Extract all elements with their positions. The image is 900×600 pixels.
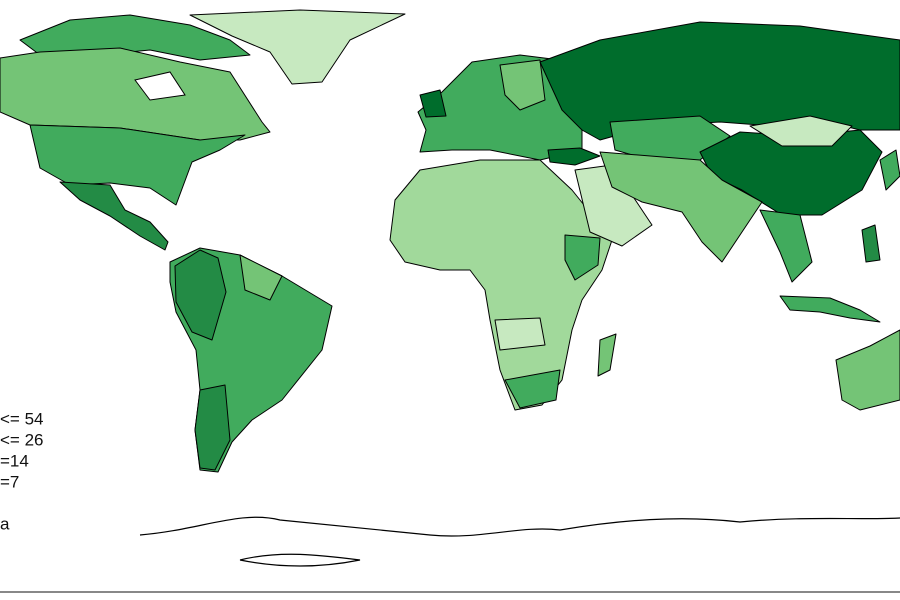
countries bbox=[0, 9, 900, 567]
scandinavia bbox=[499, 59, 546, 111]
philippines bbox=[861, 224, 881, 263]
ethiopia bbox=[564, 234, 601, 281]
legend: <= 54 <= 26 =14 =7 a bbox=[0, 409, 44, 533]
southeast-asia bbox=[759, 209, 813, 283]
legend-label: =7 bbox=[0, 472, 19, 491]
russia bbox=[539, 21, 900, 141]
mongolia bbox=[749, 115, 853, 147]
legend-label: =14 bbox=[0, 451, 29, 470]
africa bbox=[389, 159, 613, 411]
chile-argentina-south bbox=[194, 384, 231, 471]
mexico bbox=[59, 181, 169, 251]
madagascar bbox=[597, 333, 617, 377]
hudson-bay bbox=[134, 71, 186, 101]
indonesia bbox=[779, 295, 881, 323]
legend-label: <= 26 bbox=[0, 430, 44, 449]
legend-label: a bbox=[0, 514, 10, 533]
antarctic-shelf bbox=[239, 553, 361, 567]
legend-label: <= 54 bbox=[0, 409, 44, 428]
south-africa bbox=[504, 369, 561, 409]
guianas bbox=[239, 254, 283, 301]
angola-zambia bbox=[494, 317, 546, 351]
australia bbox=[835, 329, 900, 411]
greenland bbox=[189, 9, 406, 85]
andean-countries bbox=[174, 249, 227, 341]
south-asia bbox=[599, 151, 763, 263]
japan bbox=[879, 149, 900, 191]
antarctica bbox=[139, 516, 900, 537]
turkey bbox=[547, 147, 601, 166]
united-kingdom bbox=[419, 89, 447, 118]
